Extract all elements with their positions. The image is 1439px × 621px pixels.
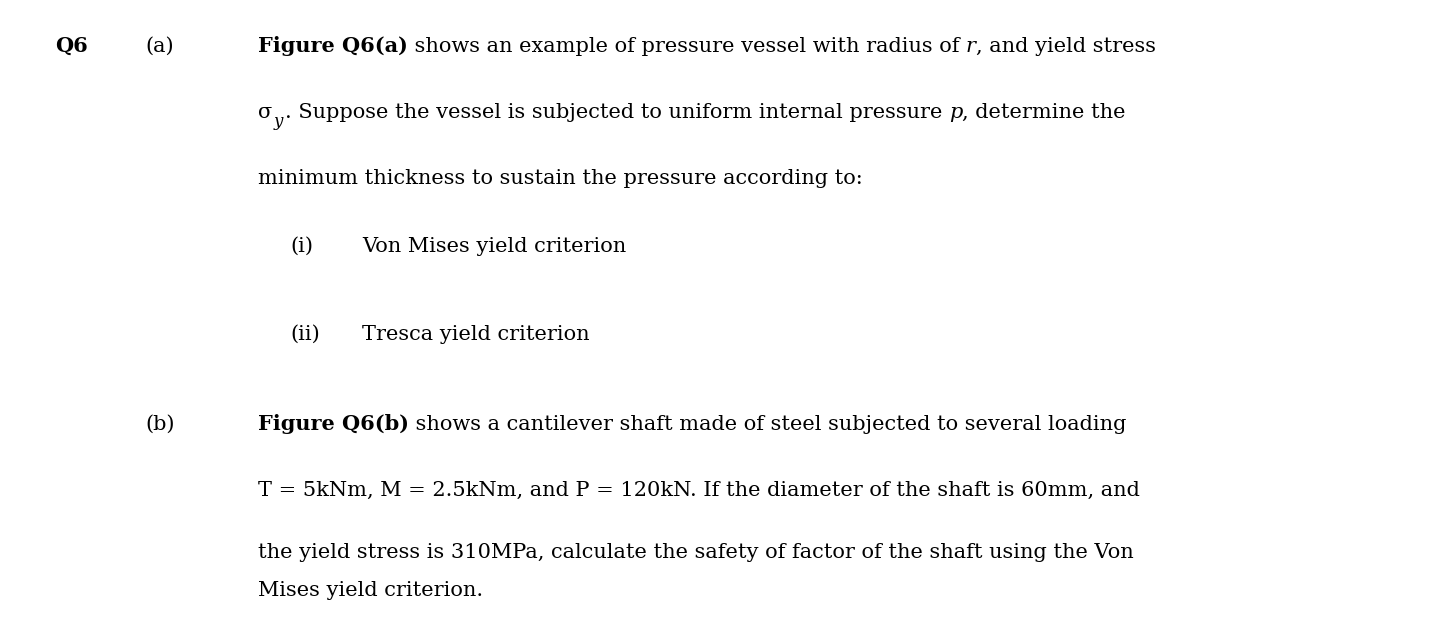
Text: shows a cantilever shaft made of steel subjected to several loading: shows a cantilever shaft made of steel s…: [409, 415, 1127, 434]
Text: minimum thickness to sustain the pressure according to:: minimum thickness to sustain the pressur…: [258, 169, 863, 188]
Text: (ii): (ii): [291, 325, 319, 344]
Text: Mises yield criterion.: Mises yield criterion.: [258, 581, 484, 600]
Text: Q6: Q6: [55, 36, 88, 56]
Text: shows an example of pressure vessel with radius of: shows an example of pressure vessel with…: [407, 37, 966, 56]
Text: y: y: [273, 113, 283, 130]
Text: r: r: [966, 37, 976, 56]
Text: p: p: [948, 103, 963, 122]
Text: , determine the: , determine the: [963, 103, 1125, 122]
Text: T = 5kNm, M = 2.5kNm, and P = 120kN. If the diameter of the shaft is 60mm, and: T = 5kNm, M = 2.5kNm, and P = 120kN. If …: [258, 481, 1140, 500]
Text: σ: σ: [258, 103, 272, 122]
Text: Figure Q6(a): Figure Q6(a): [258, 36, 407, 56]
Text: Von Mises yield criterion: Von Mises yield criterion: [363, 237, 626, 256]
Text: Tresca yield criterion: Tresca yield criterion: [363, 325, 590, 344]
Text: (a): (a): [145, 37, 174, 56]
Text: (i): (i): [291, 237, 314, 256]
Text: , and yield stress: , and yield stress: [976, 37, 1156, 56]
Text: . Suppose the vessel is subjected to uniform internal pressure: . Suppose the vessel is subjected to uni…: [285, 103, 948, 122]
Text: (b): (b): [145, 415, 174, 434]
Text: Figure Q6(b): Figure Q6(b): [258, 414, 409, 434]
Text: the yield stress is 310MPa, calculate the safety of factor of the shaft using th: the yield stress is 310MPa, calculate th…: [258, 543, 1134, 562]
